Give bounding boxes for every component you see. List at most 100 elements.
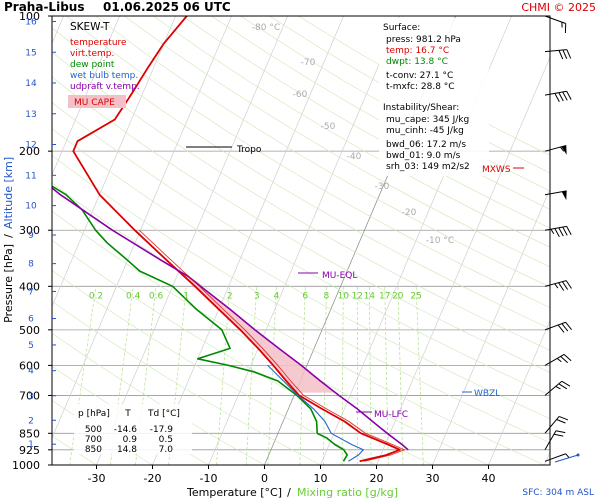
isotherm-line (152, 16, 344, 465)
mixing-ratio-label: 6 (302, 291, 308, 301)
legend-item-updraft: udpraft v.temp. (70, 82, 140, 92)
table-row-850-td: 7.0 (159, 445, 174, 455)
dry-adiabat-line (52, 239, 433, 465)
altitude-tick-label: 12 (25, 141, 36, 151)
table-row-500-p: 500 (85, 425, 102, 435)
altitude-tick-label: 8 (28, 260, 34, 270)
isotherm-line (376, 56, 550, 465)
wind-barb (544, 453, 570, 462)
plot-frame (51, 15, 551, 466)
legend-item-dew-point: dew point (70, 60, 115, 70)
altitude-tick-label: 4 (28, 367, 34, 377)
y-tick-label: 200 (19, 145, 40, 158)
dry-adiabat-line (66, 16, 550, 308)
y-axis-label-altitude: Altitude [km] (2, 157, 15, 229)
altitude-tick-label: 11 (25, 171, 36, 181)
x-tick-label: 20 (370, 472, 384, 485)
table-row-700-p: 700 (85, 435, 102, 445)
dry-adiabat-line (95, 16, 550, 288)
mixing-ratio-label: 2 (227, 291, 233, 301)
legend-title: SKEW-T (70, 21, 110, 33)
mixing-ratio-label: 12 (352, 291, 363, 301)
dew-point-line (52, 185, 349, 462)
mixing-ratio-label: 14 (364, 291, 376, 301)
mixing-ratio-label: 0.6 (149, 291, 164, 301)
surface-wind-barb (554, 454, 579, 463)
wind-barb (544, 15, 567, 34)
isotherm-line (544, 451, 550, 465)
mixing-ratio-label: 10 (338, 291, 350, 301)
mixing-ratio-labels: 0.2 0.4 0.6 1 2 3 4 6 8 10 12 14 17 20 25 (89, 291, 422, 301)
mixing-ratio-line (384, 286, 389, 465)
mixing-ratio-label: 3 (254, 291, 260, 301)
altitude-tick-label: 2 (28, 416, 34, 426)
mixing-ratio-label: 0.4 (126, 291, 141, 301)
isotherm-label: -40 (347, 152, 362, 162)
station-title: Praha-Libus (4, 0, 84, 14)
instability-title: Instability/Shear: (383, 103, 459, 113)
profile-lines (52, 16, 409, 463)
mu-cape-label: MU CAPE (74, 98, 115, 108)
table-header-t: T (124, 409, 131, 419)
x-tick-label: 30 (426, 472, 440, 485)
dry-adiabat-line (52, 51, 550, 351)
table-row-500-td: -17.9 (150, 425, 174, 435)
isotherm-line (52, 16, 120, 176)
wind-barb (544, 415, 569, 434)
x-tick-label: 10 (314, 472, 328, 485)
mu-cape-value: mu_cape: 345 J/kg (386, 115, 469, 125)
surface-dewpoint: dwpt: 13.8 °C (386, 57, 448, 67)
wind-barb (544, 190, 567, 201)
table-header-td: Td [°C] (147, 409, 180, 419)
mu-lfc-label: MU-LFC (374, 410, 408, 420)
isotherm-line (52, 16, 176, 308)
surface-wind-dot (576, 453, 580, 457)
y-axis-label-pressure: Pressure [hPa] (2, 244, 15, 323)
x-axis-label-mixing: Mixing ratio [g/kg] (297, 486, 398, 499)
y-tick-label: 300 (19, 224, 40, 237)
temperature-line (72, 16, 401, 463)
x-tick-label: -10 (200, 472, 218, 485)
credit-label: CHMI © 2025 (521, 1, 596, 14)
wet-bulb-line (267, 365, 364, 462)
legend-item-wet-bulb: wet bulb temp. (70, 71, 138, 81)
parcel-line (52, 186, 409, 451)
surface-info-box: Surface: press: 981.2 hPa temp: 16.7 °C … (379, 18, 489, 176)
mixing-ratio-label: 1 (183, 291, 189, 301)
isotherm-label: -30 (375, 182, 390, 192)
mixing-ratio-label: 8 (324, 291, 330, 301)
legend-item-virt-temp: virt.temp. (70, 49, 114, 59)
dry-adiabat-line (52, 76, 550, 373)
mixing-ratio-line (267, 286, 277, 465)
altitude-tick-label: 16 (25, 18, 37, 28)
x-tick-label: 40 (482, 472, 496, 485)
wind-barb (544, 90, 572, 102)
y-tick-label: 400 (19, 280, 40, 293)
dry-adiabat-line (52, 332, 265, 465)
dry-adiabat-line (52, 182, 545, 465)
altitude-tick-label: 9 (28, 231, 34, 241)
altitude-tick-label: 14 (25, 79, 37, 89)
dry-adiabat-line (52, 128, 550, 419)
x-tick-label: 0 (261, 472, 268, 485)
dry-adiabat-line (52, 102, 550, 396)
isotherm-labels: -80 °C -70 -60 -50 -40 -30 -20 -10 °C (252, 23, 454, 246)
y-axis-label-separator: / (2, 234, 15, 238)
dry-adiabat-line (182, 16, 550, 229)
x-axis-label-separator: / (287, 486, 291, 499)
virtual-temp-line (138, 229, 406, 462)
legend-item-temperature: temperature (70, 38, 127, 48)
table-header-p: p [hPa] (78, 409, 110, 419)
dry-adiabat-line (124, 16, 550, 268)
wbzl-label: WBZL (474, 389, 500, 399)
table-row-850-t: 14.8 (117, 445, 137, 455)
y-tick-label: 925 (19, 444, 40, 457)
wind-barb (544, 321, 572, 333)
altitude-tick-label: 7 (28, 287, 34, 297)
y-tick-label: 500 (19, 324, 40, 337)
y-tick-label: 850 (19, 427, 40, 440)
legend: SKEW-T temperature virt.temp. dew point … (68, 21, 140, 108)
altitude-tick-label: 13 (25, 110, 36, 120)
mixing-ratio-label: 17 (379, 291, 390, 301)
